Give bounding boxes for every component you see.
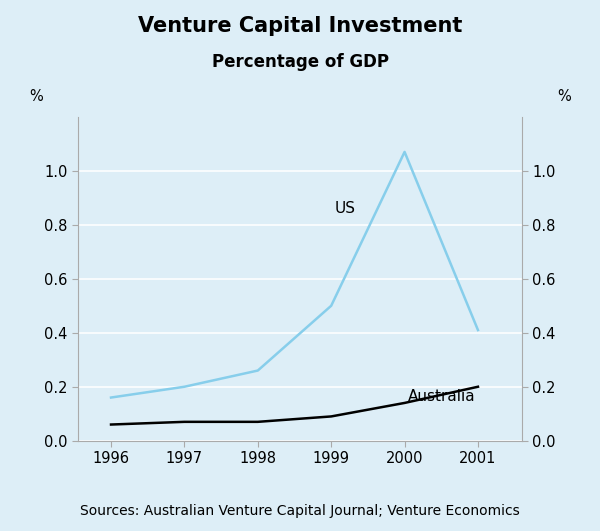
Text: US: US (335, 201, 356, 216)
Text: Australia: Australia (408, 389, 476, 404)
Text: Venture Capital Investment: Venture Capital Investment (138, 16, 462, 36)
Text: Sources: Australian Venture Capital Journal; Venture Economics: Sources: Australian Venture Capital Jour… (80, 504, 520, 518)
Text: Percentage of GDP: Percentage of GDP (212, 53, 389, 71)
Text: %: % (557, 89, 571, 104)
Text: %: % (29, 89, 43, 104)
